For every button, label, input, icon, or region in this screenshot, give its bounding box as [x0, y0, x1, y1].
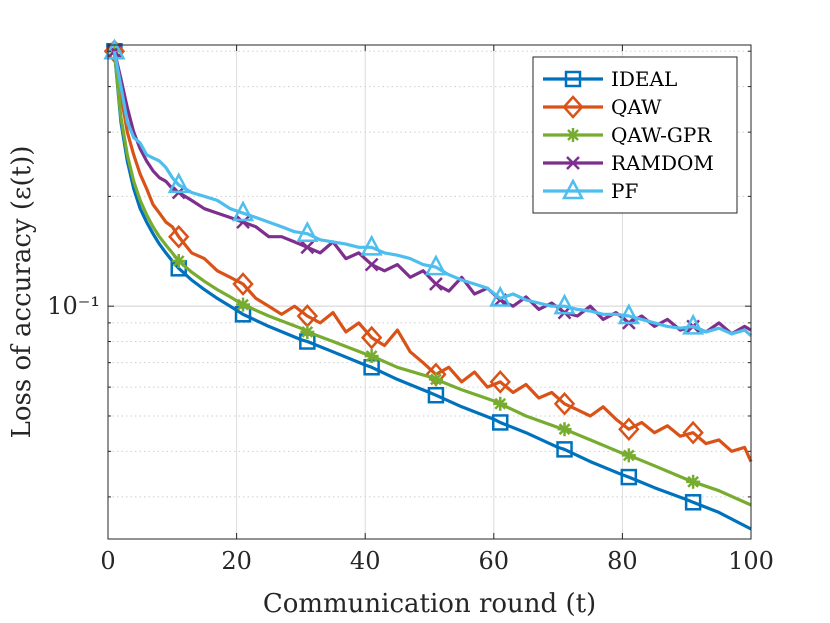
- legend-label: IDEAL: [611, 67, 677, 91]
- data-point-ideal: [556, 441, 573, 458]
- data-point-ideal: [491, 414, 509, 431]
- data-point-qaw-gpr: [300, 324, 315, 339]
- data-point-pf: [296, 221, 319, 242]
- legend-marker: [564, 70, 582, 88]
- data-point-qaw-gpr: [686, 474, 701, 489]
- x-tick-label: 0: [100, 547, 115, 575]
- data-point-pf: [231, 200, 255, 222]
- data-point-ideal: [620, 468, 638, 486]
- x-tick-label: 60: [479, 547, 510, 575]
- y-axis-label: Loss of accuracy (ε(t)): [7, 146, 37, 439]
- series-pf: [103, 38, 753, 337]
- plot-frame: [107, 44, 752, 540]
- data-point-qaw-gpr: [364, 349, 379, 364]
- data-point-ramdom: [364, 257, 379, 272]
- data-point-ramdom: [429, 277, 443, 291]
- data-point-qaw: [232, 272, 254, 296]
- legend-marker: [561, 178, 585, 200]
- legend-label: RAMDOM: [611, 151, 714, 175]
- data-point-pf: [167, 172, 190, 194]
- series-line-qaw: [112, 50, 753, 463]
- series-group: [103, 38, 753, 531]
- data-point-ramdom: [236, 215, 250, 229]
- data-point-qaw-gpr: [493, 396, 508, 411]
- legend-label: PF: [611, 179, 638, 203]
- legend-item-ideal: IDEAL: [543, 67, 677, 91]
- x-tick-label: 20: [221, 547, 252, 575]
- series-line-ideal: [112, 51, 752, 531]
- axes: 0 20 40 60 80 100 10⁻¹: [47, 45, 774, 575]
- data-point-ideal: [427, 386, 445, 404]
- data-point-ramdom: [300, 240, 315, 255]
- series-line-ramdom: [112, 50, 752, 336]
- legend-label: QAW-GPR: [611, 123, 712, 147]
- data-point-ideal: [684, 494, 702, 511]
- data-point-qaw-gpr: [236, 297, 251, 312]
- y-tick-label: 10⁻¹: [47, 292, 100, 320]
- x-tick-label: 100: [728, 547, 774, 575]
- data-point-qaw: [168, 224, 190, 249]
- data-point-qaw-gpr: [621, 448, 636, 463]
- series-line-qaw-gpr: [112, 51, 752, 507]
- legend-marker: [566, 156, 580, 170]
- legend-item-ramdom: RAMDOM: [543, 151, 714, 175]
- data-point-pf: [424, 254, 448, 276]
- legend-marker: [562, 95, 584, 119]
- data-point-pf: [489, 285, 512, 307]
- data-point-qaw-gpr: [428, 372, 443, 387]
- data-point-qaw: [360, 325, 383, 350]
- legend-item-qaw-gpr: QAW-GPR: [543, 123, 712, 147]
- data-point-pf: [617, 303, 640, 325]
- data-point-qaw: [553, 391, 576, 416]
- x-tick-label: 80: [607, 547, 638, 575]
- data-point-qaw: [489, 370, 511, 394]
- data-point-qaw: [682, 420, 704, 445]
- legend-marker: [566, 128, 580, 142]
- data-point-qaw: [618, 417, 640, 442]
- data-point-pf: [553, 293, 576, 315]
- legend: IDEAL QAW QAW-GPR RAMDOM PF: [532, 56, 738, 214]
- data-point-pf: [103, 38, 126, 60]
- data-point-pf: [360, 234, 383, 256]
- series-line-pf: [112, 50, 753, 337]
- legend-label: QAW: [611, 95, 662, 119]
- data-point-qaw-gpr: [171, 253, 186, 268]
- data-point-pf: [682, 313, 705, 335]
- data-point-qaw-gpr: [557, 422, 572, 437]
- x-tick-label: 40: [350, 547, 381, 575]
- legend-item-pf: PF: [543, 178, 638, 203]
- x-axis-label: Communication round (t): [263, 589, 596, 619]
- legend-item-qaw: QAW: [543, 95, 662, 119]
